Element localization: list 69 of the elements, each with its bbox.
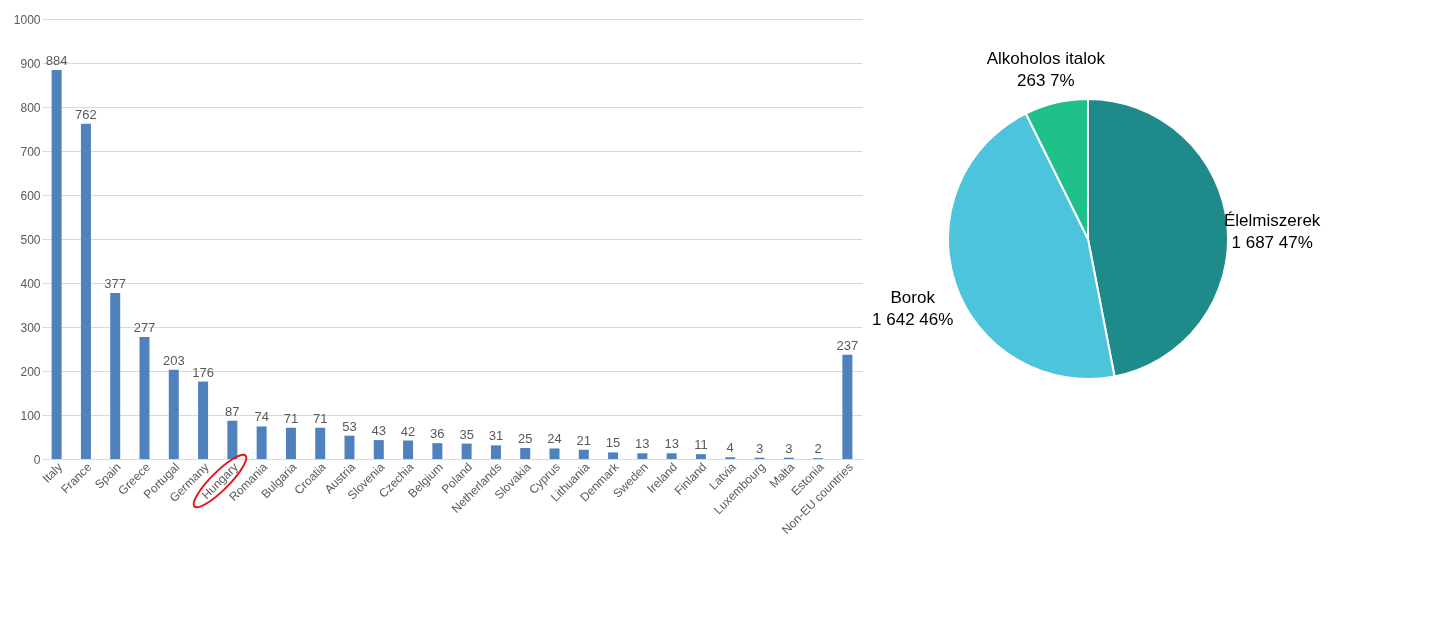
data-label: 11 xyxy=(694,437,708,453)
y-tick-label: 900 xyxy=(20,56,41,71)
data-label: 31 xyxy=(488,428,504,444)
data-label: 35 xyxy=(459,426,474,442)
y-tick-label: 200 xyxy=(20,364,41,379)
bar xyxy=(461,443,472,459)
bar xyxy=(578,449,589,459)
data-label: 176 xyxy=(192,364,214,380)
bar xyxy=(608,452,619,459)
data-label: 53 xyxy=(342,418,357,434)
y-tick-label: 600 xyxy=(20,188,41,203)
data-label: 762 xyxy=(75,106,97,122)
bar xyxy=(432,443,443,459)
y-tick-label: 800 xyxy=(20,100,41,115)
data-label: 71 xyxy=(312,410,328,426)
y-tick-label: 100 xyxy=(20,408,41,423)
data-label: 4 xyxy=(726,440,734,456)
bar xyxy=(842,354,853,459)
bar xyxy=(198,381,209,459)
data-label: 377 xyxy=(104,276,127,292)
data-label: 71 xyxy=(283,410,299,426)
bar xyxy=(139,337,150,459)
bar xyxy=(637,453,648,459)
y-tick-label: 1000 xyxy=(13,12,41,27)
data-label: 36 xyxy=(430,426,445,442)
data-label: 15 xyxy=(605,435,621,451)
bar xyxy=(80,123,91,459)
data-label: 263 7% xyxy=(1016,70,1075,90)
bar xyxy=(344,435,355,459)
slice-label: Élelmiszerek xyxy=(1223,211,1321,231)
data-label: 42 xyxy=(400,423,416,439)
bar xyxy=(520,448,531,459)
data-label: 13 xyxy=(664,436,679,452)
bar xyxy=(227,420,238,459)
bar xyxy=(168,369,179,459)
data-label: 21 xyxy=(576,432,592,448)
y-tick-label: 500 xyxy=(20,232,41,247)
bar xyxy=(51,70,62,459)
data-label: 277 xyxy=(133,320,156,336)
bar xyxy=(490,445,501,459)
data-label: 3 xyxy=(785,440,793,456)
y-tick-label: 400 xyxy=(20,276,41,291)
slice-label: Borok xyxy=(890,288,936,308)
bar xyxy=(549,448,560,459)
data-label: 237 xyxy=(836,337,859,353)
data-label: 25 xyxy=(517,431,533,446)
bar xyxy=(373,440,384,459)
data-label: 1 687 47% xyxy=(1231,233,1313,253)
bar xyxy=(110,293,121,459)
y-tick-label: 300 xyxy=(20,320,41,335)
bar xyxy=(695,454,706,459)
y-tick-label: 0 xyxy=(33,452,41,467)
data-label: 43 xyxy=(371,423,387,439)
bar xyxy=(666,453,677,459)
bar xyxy=(256,426,267,459)
data-label: 884 xyxy=(45,53,68,69)
slice-label: Alkoholos italok xyxy=(986,48,1106,68)
bar xyxy=(403,440,414,459)
bar xyxy=(315,427,326,459)
data-label: 3 xyxy=(755,440,764,456)
data-label: 2 xyxy=(814,441,822,457)
data-label: 74 xyxy=(254,409,269,425)
data-label: 1 642 46% xyxy=(872,310,954,330)
data-label: 24 xyxy=(547,431,562,447)
data-label: 203 xyxy=(162,352,185,368)
y-tick-label: 700 xyxy=(20,144,41,159)
data-label: 87 xyxy=(225,403,240,419)
bar xyxy=(285,427,296,459)
data-label: 13 xyxy=(635,436,650,452)
